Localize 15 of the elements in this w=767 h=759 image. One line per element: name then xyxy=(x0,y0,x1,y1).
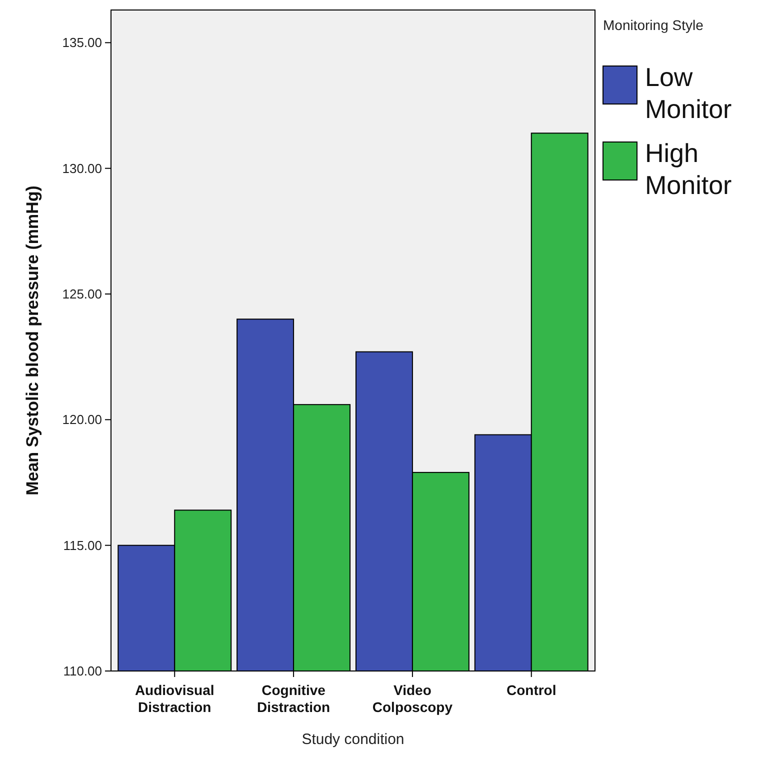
legend-title: Monitoring Style xyxy=(603,17,704,33)
y-tick-label: 110.00 xyxy=(63,664,102,679)
x-tick-label: Cognitive Distraction xyxy=(256,682,330,715)
y-tick-label: 115.00 xyxy=(63,538,102,553)
y-tick-label: 125.00 xyxy=(62,286,102,302)
x-tick-label: Audiovisual Distraction xyxy=(134,682,214,715)
y-tick-label: 130.00 xyxy=(62,160,102,176)
legend-label: Low Monitor xyxy=(645,62,732,124)
y-tick-label: 120.00 xyxy=(62,412,102,428)
x-tick-label: Video Colposcopy xyxy=(372,682,453,715)
y-axis-title: Mean Systolic blood pressure (mmHg) xyxy=(23,186,42,496)
x-tick-label: Control xyxy=(506,682,556,698)
y-tick-label: 135.00 xyxy=(62,35,102,50)
legend-label: High Monitor xyxy=(645,138,732,200)
x-axis-title: Study condition xyxy=(302,731,404,748)
